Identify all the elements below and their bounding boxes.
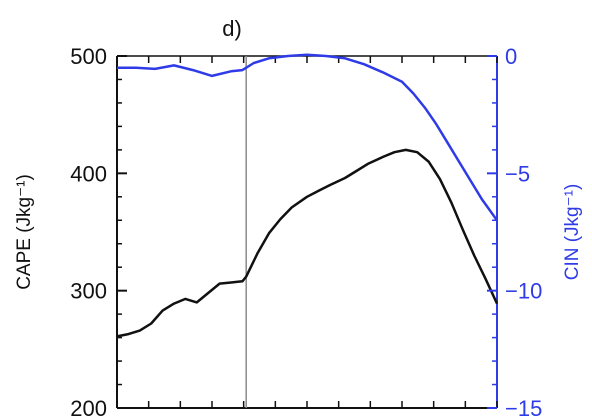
right-axis-label: CIN (Jkg⁻¹) xyxy=(562,184,583,281)
left-tick-label: 200 xyxy=(70,396,107,419)
series-layer xyxy=(116,53,499,338)
right-tick-label: −15 xyxy=(505,396,542,419)
left-tick-label: 500 xyxy=(70,44,107,69)
right-tick-label: −10 xyxy=(505,279,542,304)
panel-label: d) xyxy=(222,16,242,41)
cin-series-line xyxy=(117,53,499,222)
right-tick-label: −5 xyxy=(505,161,530,186)
left-tick-label: 400 xyxy=(70,161,107,186)
cape-series-line xyxy=(116,148,499,338)
right-tick-label: 0 xyxy=(505,44,517,69)
right-axis-ticks: −15 −10 −5 0 xyxy=(487,44,542,419)
plot-frame xyxy=(116,55,498,409)
left-axis-label: CAPE (Jkg⁻¹) xyxy=(14,174,35,290)
left-axis-ticks: 200 300 400 500 xyxy=(70,44,127,419)
left-tick-label: 300 xyxy=(70,279,107,304)
